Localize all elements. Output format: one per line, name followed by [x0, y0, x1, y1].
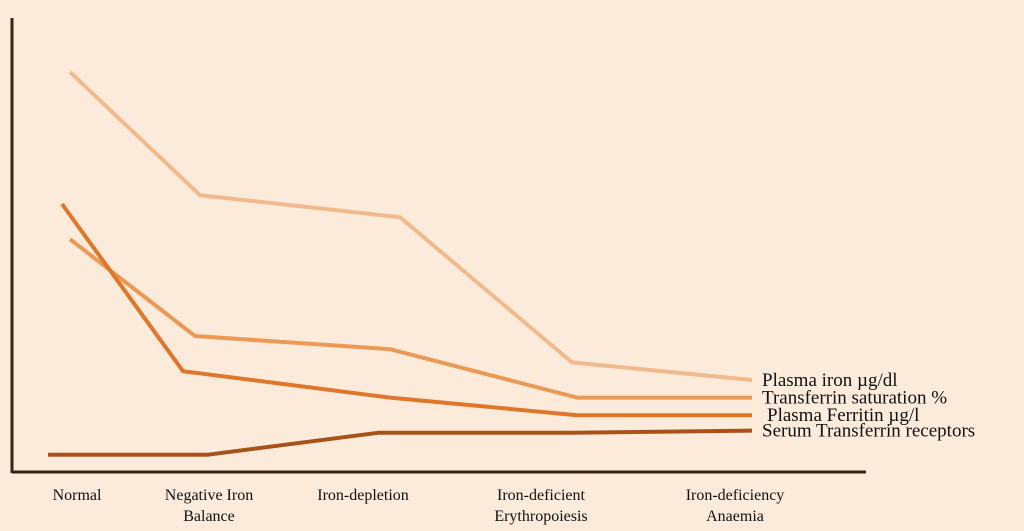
- series-line-2: [68, 237, 752, 400]
- series-label-1: Plasma iron µg/dl: [762, 370, 898, 391]
- x-tick-label-3: Iron-depletion: [317, 487, 409, 504]
- x-tick-label-4: Iron-deficient Erythropoiesis: [494, 487, 587, 525]
- series-label-3: Plasma Ferritin µg/l: [767, 405, 919, 426]
- series-line-1: [68, 70, 753, 382]
- x-tick-layer: Normal Negative Iron Balance Iron-depletion…: [53, 487, 785, 525]
- x-tick-label-1: Normal: [53, 487, 102, 504]
- series-label-4: Serum Transferrin receptors: [762, 421, 975, 442]
- series-line-4: [48, 428, 753, 457]
- x-tick-label-5: Iron-deficiency Anaemia: [686, 487, 785, 525]
- series-line-3: [60, 202, 752, 418]
- series-label-2: Transferrin saturation %: [762, 388, 947, 409]
- series-layer: [47, 70, 753, 457]
- x-tick-label-2: Negative Iron Balance: [165, 487, 253, 525]
